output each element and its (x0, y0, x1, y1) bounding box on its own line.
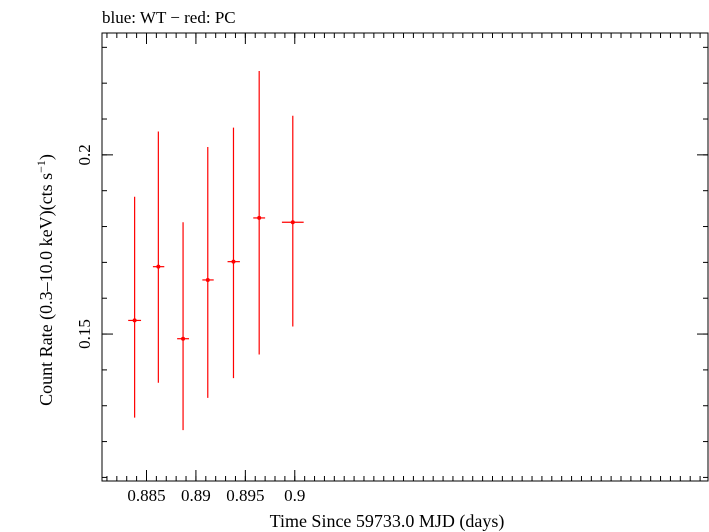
data-point (177, 222, 189, 431)
data-point-marker (156, 264, 161, 269)
axis-ticks (102, 33, 708, 481)
x-tick-label: 0.89 (181, 486, 211, 505)
x-tick-label: 0.895 (226, 486, 264, 505)
data-point (227, 127, 240, 379)
x-tick-label: 0.885 (127, 486, 165, 505)
y-tick-label: 0.2 (75, 144, 94, 165)
data-point (202, 146, 214, 398)
chart-title: blue: WT − red: PC (102, 8, 236, 27)
data-point (281, 115, 304, 327)
plot-frame (101, 32, 709, 482)
data-point-marker (257, 215, 262, 220)
y-axis-title-end: ) (36, 154, 57, 160)
y-axis-title: Count Rate (0.3–10.0 keV)(cts s−1) (34, 154, 57, 406)
y-axis-title-main: Count Rate (0.3–10.0 keV)(cts s (36, 173, 57, 406)
x-tick-label: 0.9 (284, 486, 305, 505)
data-point (253, 70, 266, 355)
data-point-marker (181, 336, 186, 341)
y-axis-title-sup: −1 (34, 160, 48, 173)
data-point-marker (290, 220, 295, 225)
tick-labels: 0.885 0.89 0.895 0.9 0.15 0.2 (75, 144, 305, 505)
data-point (128, 196, 142, 418)
x-axis-title: Time Since 59733.0 MJD (days) (270, 511, 505, 532)
data-series-pc (128, 70, 304, 431)
data-point-marker (231, 259, 236, 264)
data-point-marker (205, 277, 210, 282)
data-point-marker (132, 318, 137, 323)
y-tick-label: 0.15 (75, 319, 94, 349)
data-point (152, 131, 165, 383)
